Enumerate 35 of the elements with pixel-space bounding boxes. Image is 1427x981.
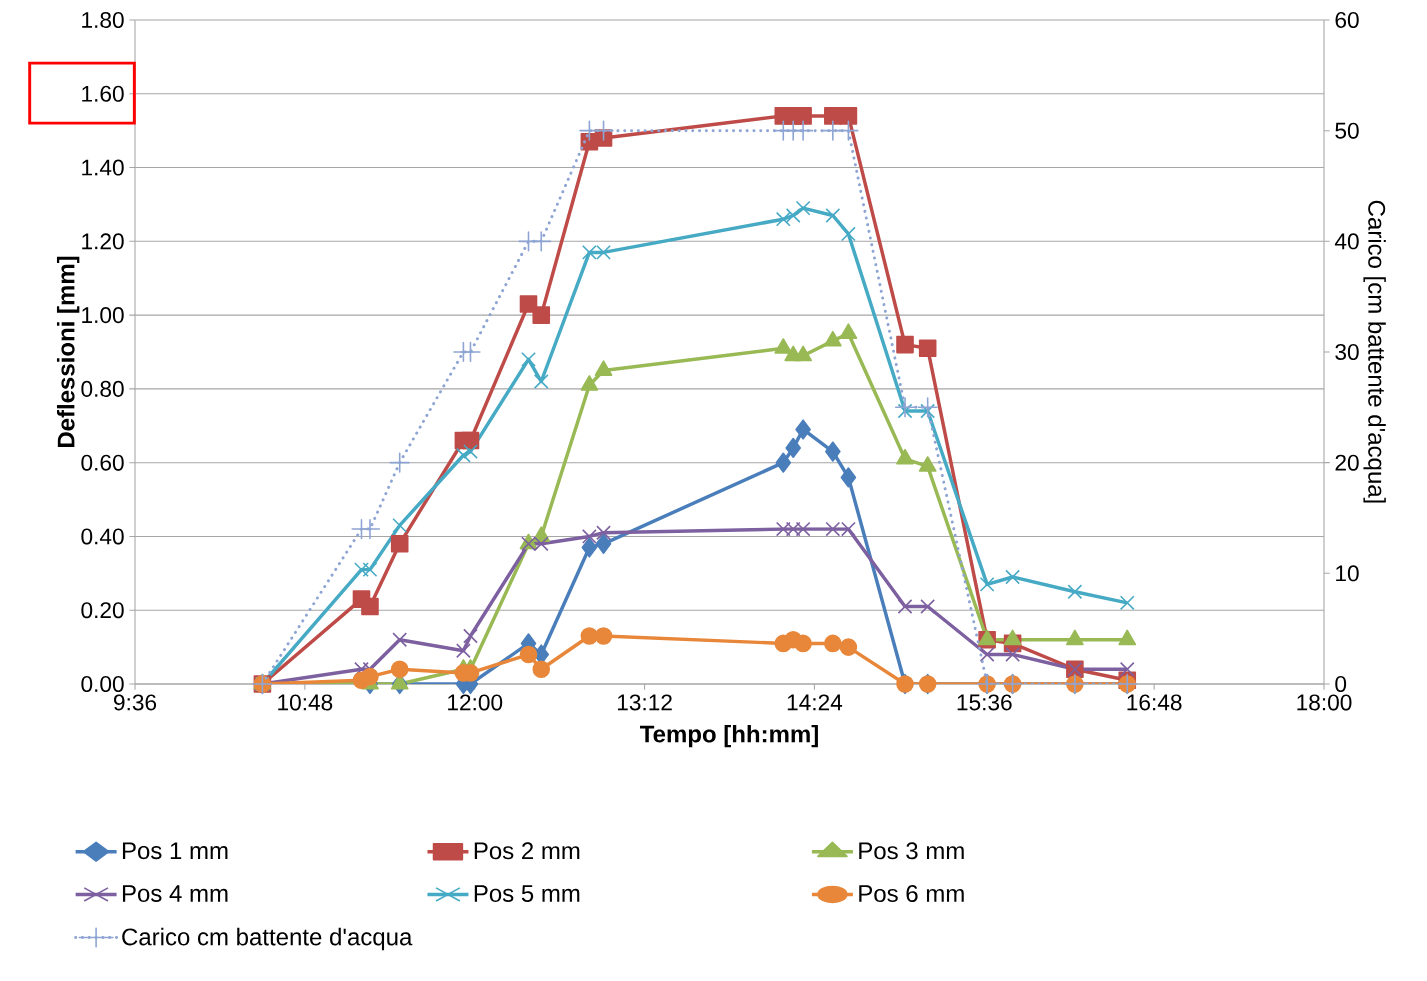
x-tick-label: 10:48 bbox=[278, 694, 333, 711]
y-tick-label: 1.20 bbox=[82, 233, 124, 250]
legend-label: Pos 2 mm bbox=[474, 842, 580, 860]
y-tick-label: 0.80 bbox=[81, 380, 124, 397]
y-tick-label: 0.40 bbox=[81, 528, 124, 545]
y2-axis-title: Carico [cm battente d'acqua] bbox=[1363, 200, 1386, 503]
y-tick-label: 1.40 bbox=[82, 159, 124, 176]
y2-tick-label: 40 bbox=[1334, 233, 1359, 250]
y-tick-label: 0.20 bbox=[81, 602, 124, 619]
legend-label: Pos 3 mm bbox=[859, 842, 964, 860]
y2-tick-label: 50 bbox=[1335, 122, 1359, 139]
legend-label: Pos 6 mm bbox=[859, 885, 964, 903]
x-tick-label: 16:48 bbox=[1127, 694, 1182, 711]
y-tick-label: 1.00 bbox=[82, 307, 124, 324]
y2-tick-label: 0 bbox=[1335, 675, 1347, 693]
x-tick-label: 13:12 bbox=[617, 694, 672, 711]
y-tick-label: 0.60 bbox=[81, 454, 124, 471]
legend-label: Pos 1 mm bbox=[122, 842, 228, 860]
x-axis-title: Tempo [hh:mm] bbox=[640, 724, 818, 748]
y-tick-label: 1.60 bbox=[82, 85, 124, 102]
x-tick-label: 14:24 bbox=[787, 694, 843, 711]
legend-label: Carico cm battente d'acqua bbox=[122, 927, 413, 951]
y2-tick-label: 60 bbox=[1335, 11, 1359, 29]
y2-tick-label: 10 bbox=[1336, 565, 1359, 582]
x-tick-label: 9:36 bbox=[114, 694, 157, 711]
legend-label: Pos 4 mm bbox=[122, 885, 228, 902]
y2-tick-label: 30 bbox=[1335, 343, 1359, 361]
x-tick-label: 18:00 bbox=[1297, 694, 1352, 711]
y-tick-label: 0.00 bbox=[81, 675, 124, 693]
y-tick-label: 1.80 bbox=[82, 11, 124, 29]
x-tick-label: 15:36 bbox=[957, 694, 1012, 711]
y-axis-title: Deflessioni [mm] bbox=[56, 256, 80, 448]
x-tick-label: 12:00 bbox=[448, 694, 503, 711]
legend-label: Pos 5 mm bbox=[474, 885, 580, 902]
y2-tick-label: 20 bbox=[1335, 454, 1359, 471]
